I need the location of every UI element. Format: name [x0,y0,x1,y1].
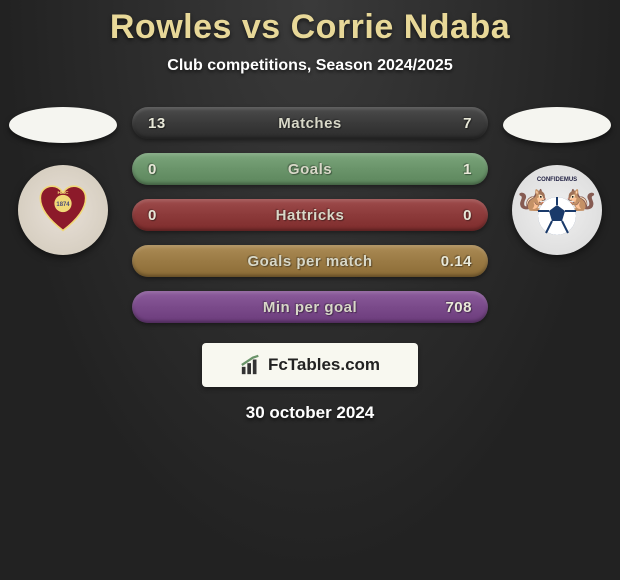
right-player-ellipse [503,107,611,143]
crest-motto: CONFIDEMUS [512,177,602,183]
left-club-crest: 1874 HMC [18,165,108,255]
right-club-crest: CONFIDEMUS 🐿️ 🐿️ [512,165,602,255]
left-player-ellipse [9,107,117,143]
subtitle: Club competitions, Season 2024/2025 [0,57,620,75]
stat-left-value: 13 [148,115,198,132]
stat-label: Min per goal [263,299,357,316]
stat-right-value: 1 [422,161,472,178]
right-side: CONFIDEMUS 🐿️ 🐿️ [502,107,612,255]
main-row: 1874 HMC 13 Matches 7 0 Goals 1 0 Hattricks 0 Goa… [0,107,620,323]
chart-icon [240,354,262,376]
stat-right-value: 0.14 [422,253,472,270]
stat-left-value: 0 [148,161,198,178]
stat-bar: Min per goal 708 [132,291,488,323]
football-icon [538,197,576,235]
left-side: 1874 HMC [8,107,118,255]
brand-badge: FcTables.com [202,343,418,387]
stat-label: Matches [278,115,342,132]
stat-left-value: 0 [148,207,198,224]
stat-bar: Goals per match 0.14 [132,245,488,277]
stat-right-value: 7 [422,115,472,132]
stat-right-value: 708 [422,299,472,316]
svg-text:HMC: HMC [57,190,69,196]
heart-icon: 1874 HMC [36,183,90,237]
date-text: 30 october 2024 [0,403,620,423]
stats-bars: 13 Matches 7 0 Goals 1 0 Hattricks 0 Goals per ma… [132,107,488,323]
stat-bar: 0 Goals 1 [132,153,488,185]
stat-bar: 0 Hattricks 0 [132,199,488,231]
page-title: Rowles vs Corrie Ndaba [0,8,620,47]
stat-bar: 13 Matches 7 [132,107,488,139]
brand-text: FcTables.com [268,355,380,375]
container: Rowles vs Corrie Ndaba Club competitions… [0,0,620,423]
crest-year: 1874 [56,202,70,208]
stat-label: Goals [288,161,332,178]
stat-label: Goals per match [247,253,372,270]
stat-right-value: 0 [422,207,472,224]
stat-label: Hattricks [276,207,345,224]
